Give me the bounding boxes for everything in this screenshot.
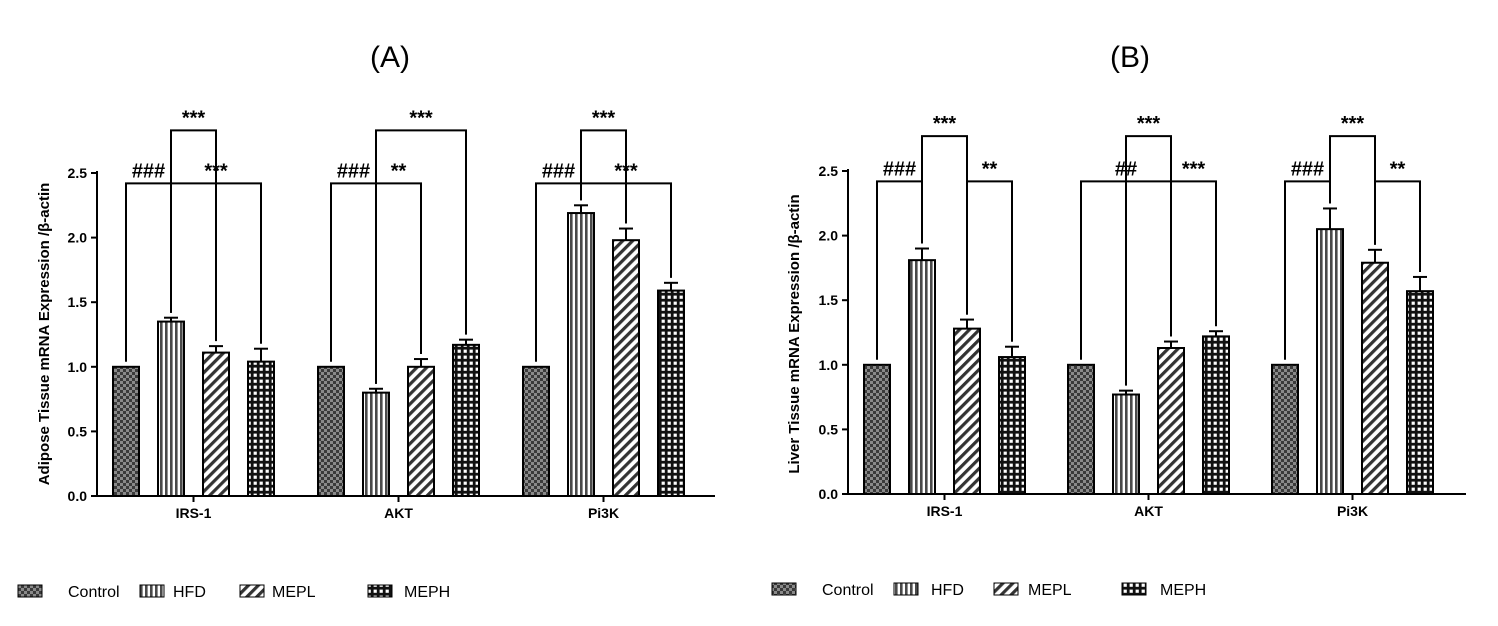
- significance-label: ###: [883, 158, 916, 180]
- significance-label: ***: [409, 107, 433, 129]
- legend-swatch-control: [771, 582, 797, 596]
- significance-label: ###: [337, 160, 370, 182]
- significance-bracket: [330, 182, 377, 384]
- bar-meph: [1406, 290, 1434, 495]
- legend-label-hfd: HFD: [173, 584, 206, 601]
- bar-hfd: [1316, 228, 1344, 495]
- legend-label-hfd: HFD: [931, 582, 964, 599]
- x-tick-label: IRS-1: [176, 505, 212, 521]
- y-tick-label: 1.0: [819, 357, 839, 373]
- x-tick-label: IRS-1: [927, 503, 963, 519]
- x-tick-label: AKT: [1134, 503, 1163, 519]
- bar-hfd: [157, 320, 185, 497]
- panel-a-chart: (A) Adipose Tissue mRNA Expression /β-ac…: [36, 41, 715, 521]
- y-tick-label: 0.5: [68, 423, 88, 439]
- panel-a-significance: ###****** ### *****###******: [125, 107, 672, 384]
- bar-mepl: [407, 365, 435, 497]
- legend-label-meph: MEPH: [404, 584, 450, 601]
- bar-hfd: [1112, 393, 1140, 495]
- bar-meph: [1202, 335, 1230, 495]
- legend-label-control: Control: [68, 584, 120, 601]
- bar-hfd: [567, 212, 595, 497]
- panel-b-title: (B): [1110, 41, 1150, 74]
- legend-swatch-meph: [367, 584, 393, 598]
- significance-label: ***: [933, 113, 957, 135]
- legend-swatch-hfd: [893, 582, 919, 596]
- significance-bracket: [375, 129, 467, 384]
- significance-label: ###: [542, 160, 575, 182]
- legend-label-control: Control: [822, 582, 874, 599]
- y-tick-label: 0.5: [819, 421, 839, 437]
- bar-control: [317, 365, 345, 497]
- legend-swatch-hfd: [139, 584, 165, 598]
- y-tick-label: 2.5: [68, 165, 88, 181]
- panel-b-significance: ###***** ##****** ###*****: [876, 113, 1421, 386]
- significance-label: ***: [1137, 113, 1161, 135]
- significance-label: ***: [1341, 113, 1365, 135]
- bar-control: [112, 365, 140, 497]
- x-tick-label: Pi3K: [588, 505, 619, 521]
- bar-hfd: [908, 259, 936, 496]
- legend-label-mepl: MEPL: [272, 584, 316, 601]
- significance-bracket: [966, 180, 1013, 342]
- significance-label: **: [982, 158, 998, 180]
- bar-mepl: [612, 239, 640, 497]
- bar-meph: [452, 343, 480, 497]
- significance-bracket: [170, 182, 262, 344]
- y-tick-label: 2.0: [68, 230, 88, 246]
- y-tick-label: 0.0: [68, 488, 88, 504]
- bar-mepl: [953, 327, 981, 495]
- legend-label-meph: MEPH: [1160, 582, 1206, 599]
- significance-label: **: [1390, 158, 1406, 180]
- significance-label: ***: [204, 160, 228, 182]
- bar-hfd: [362, 391, 390, 498]
- significance-bracket: [580, 182, 672, 278]
- y-tick-label: 2.5: [819, 163, 839, 179]
- legend-swatch-mepl: [993, 582, 1019, 596]
- bar-control: [522, 365, 550, 497]
- bar-control: [1271, 363, 1299, 495]
- significance-bracket: [580, 129, 627, 224]
- legend-swatch-control: [17, 584, 43, 598]
- panel-b-y-axis-label: Liver Tissue mRNA Expression /β-actin: [786, 194, 803, 473]
- y-tick-label: 2.0: [819, 228, 839, 244]
- bar-control: [1067, 363, 1095, 495]
- bar-meph: [998, 356, 1026, 495]
- legend-panel-a: Control HFD MEPL MEPH: [17, 584, 450, 601]
- bar-meph: [247, 360, 275, 497]
- significance-label: ***: [182, 107, 206, 129]
- x-tick-label: Pi3K: [1337, 503, 1368, 519]
- x-tick-label: AKT: [384, 505, 413, 521]
- significance-bracket: [1170, 180, 1217, 337]
- legend-panel-b: Control HFD MEPL MEPH: [771, 582, 1206, 599]
- bar-mepl: [202, 351, 230, 498]
- significance-label: ###: [1291, 158, 1324, 180]
- y-tick-label: 1.5: [819, 292, 839, 308]
- significance-bracket: [375, 182, 422, 384]
- significance-label: ***: [1182, 158, 1206, 180]
- y-tick-label: 1.0: [68, 359, 88, 375]
- bar-meph: [657, 289, 685, 497]
- panel-a-title: (A): [370, 41, 410, 74]
- panel-b-chart: (B) Liver Tissue mRNA Expression /β-acti…: [786, 41, 1466, 519]
- legend-swatch-meph: [1121, 582, 1147, 596]
- panel-b-bars: [863, 207, 1434, 496]
- bar-control: [863, 363, 891, 495]
- significance-label: ***: [614, 160, 638, 182]
- significance-label: ###: [132, 160, 165, 182]
- panel-a-y-axis-label: Adipose Tissue mRNA Expression /β-actin: [36, 183, 53, 486]
- panel-a-bars: [112, 204, 685, 498]
- bar-mepl: [1157, 347, 1185, 495]
- panel-a-axes: 0.0 0.5 1.0 1.5 2.0 2.5 IRS-1 AKT Pi3K: [68, 165, 715, 521]
- bar-mepl: [1361, 261, 1389, 495]
- y-tick-label: 0.0: [819, 486, 839, 502]
- significance-label: ***: [592, 107, 616, 129]
- significance-label: **: [391, 160, 407, 182]
- legend-swatch-mepl: [239, 584, 265, 598]
- y-tick-label: 1.5: [68, 294, 88, 310]
- significance-bracket: [1374, 180, 1421, 272]
- legend-label-mepl: MEPL: [1028, 582, 1072, 599]
